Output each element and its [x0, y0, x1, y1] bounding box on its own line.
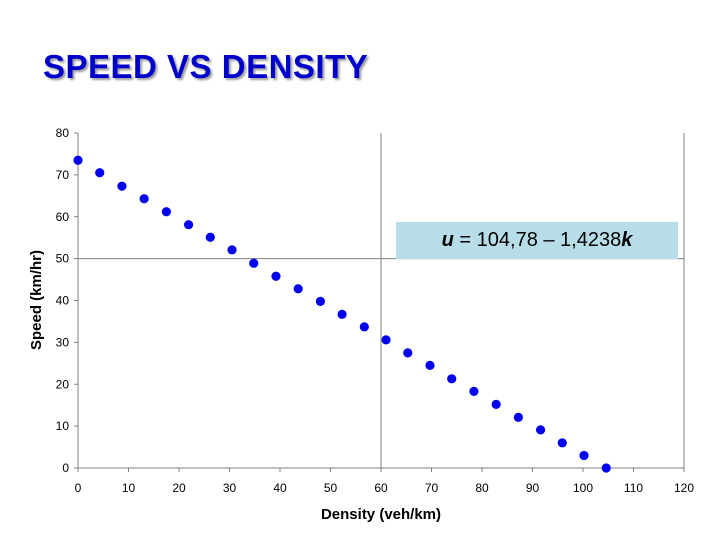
x-tick-label: 90 — [526, 481, 540, 495]
x-tick-label: 40 — [273, 481, 287, 495]
y-tick-labels: 0 10 20 30 40 50 60 70 80 — [56, 126, 70, 475]
equation-var-u: u — [441, 229, 454, 251]
data-point — [73, 155, 83, 165]
data-point — [205, 232, 215, 242]
regression-equation-box: u = 104,78 – 1,4238 k — [396, 222, 678, 259]
grid-lines — [78, 133, 685, 468]
x-tick-labels: 0 10 20 30 40 50 60 70 80 90 100 110 120 — [75, 481, 695, 495]
axes — [74, 132, 685, 472]
data-point — [271, 271, 281, 281]
y-tick-label: 0 — [62, 461, 69, 475]
y-tick-label: 20 — [56, 377, 70, 391]
data-point — [249, 258, 259, 268]
y-tick-label: 60 — [56, 210, 70, 224]
x-tick-label: 70 — [425, 481, 439, 495]
y-tick-label: 40 — [56, 294, 70, 308]
data-point — [381, 335, 391, 345]
y-tick-label: 70 — [56, 168, 70, 182]
x-tick-label: 50 — [324, 481, 338, 495]
data-point — [337, 309, 347, 319]
data-point — [535, 425, 546, 435]
data-point — [469, 386, 479, 396]
equation-var-k: k — [621, 229, 633, 251]
data-point — [139, 194, 149, 204]
x-tick-label: 100 — [573, 481, 593, 495]
data-point — [403, 348, 413, 358]
x-tick-label: 120 — [674, 481, 694, 495]
data-point — [601, 463, 611, 473]
data-point — [359, 322, 369, 332]
x-tick-label: 30 — [223, 481, 237, 495]
x-tick-label: 10 — [122, 481, 136, 495]
data-point — [315, 296, 325, 306]
y-tick-label: 80 — [56, 126, 70, 140]
data-point — [95, 168, 105, 178]
data-point — [227, 245, 237, 255]
x-tick-label: 80 — [475, 481, 489, 495]
data-point — [293, 284, 303, 294]
y-tick-label: 50 — [56, 252, 70, 266]
data-point — [557, 438, 567, 448]
x-tick-label: 110 — [624, 481, 643, 495]
slide-title: SPEED VS DENSITY — [43, 48, 369, 85]
data-points — [73, 155, 611, 473]
x-tick-label: 0 — [75, 481, 82, 495]
data-point — [447, 374, 457, 384]
equation-body: = 104,78 – 1,4238 — [453, 229, 622, 251]
y-tick-label: 30 — [56, 335, 70, 349]
y-axis-title: Speed (km/hr) — [28, 250, 45, 350]
x-tick-label: 20 — [172, 481, 186, 495]
data-point — [425, 360, 435, 371]
x-tick-label: 60 — [374, 481, 388, 495]
data-point — [117, 181, 127, 191]
data-point — [579, 450, 589, 461]
data-point — [183, 220, 194, 230]
data-point — [161, 207, 171, 217]
data-point — [491, 399, 501, 409]
data-point — [513, 412, 523, 422]
y-tick-label: 10 — [56, 419, 70, 433]
x-axis-title: Density (veh/km) — [321, 506, 441, 523]
